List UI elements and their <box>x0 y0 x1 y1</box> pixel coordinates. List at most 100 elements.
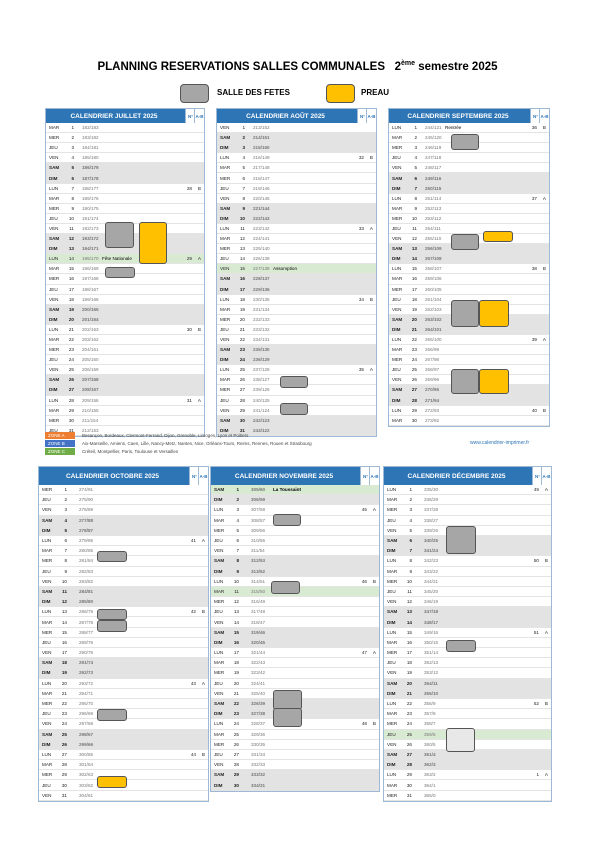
day-name: VEN <box>220 195 230 201</box>
day-num: 8 <box>242 195 245 201</box>
semester-sup: ème <box>401 60 416 67</box>
day-row: SAM 1 305/60 La Toussaint <box>211 485 379 496</box>
day-name: DIM <box>220 145 229 151</box>
week-ab: A <box>201 538 205 544</box>
week-ab: A <box>544 629 548 635</box>
day-num: 24 <box>68 357 74 363</box>
reservation <box>451 369 479 394</box>
reservation <box>451 300 479 327</box>
day-code: 315/50 <box>251 588 266 594</box>
day-code: 333/32 <box>251 772 266 778</box>
week-ab: A <box>372 507 376 513</box>
day-num: 5 <box>236 527 239 533</box>
day-name: SAM <box>220 135 231 141</box>
month-panel: CALENDRIER OCTOBRE 2025 N° A-B MER 1 274/91 JE… <box>38 466 209 802</box>
day-num: 24 <box>411 357 417 363</box>
day-code: 268/97 <box>425 367 440 373</box>
week-ab: B <box>197 185 201 191</box>
day-row: VEN 31 304/61 <box>39 791 208 801</box>
day-code: 292/73 <box>79 670 94 676</box>
day-code: 294/71 <box>79 690 94 696</box>
day-code: 357/8 <box>424 711 436 717</box>
day-num: 28 <box>406 762 412 768</box>
day-name: SAM <box>49 165 60 171</box>
day-row: MAR 30 364/1 <box>384 780 551 791</box>
day-row: JEU 27 331/34 <box>211 750 379 761</box>
day-name: MER <box>49 347 60 353</box>
reservation <box>446 728 475 752</box>
week-num: 29 <box>186 256 192 262</box>
day-num: 1 <box>242 125 245 131</box>
day-code: 286/79 <box>79 609 94 615</box>
day-num: 5 <box>71 165 74 171</box>
day-num: 22 <box>406 701 412 707</box>
day-num: 20 <box>239 316 245 322</box>
day-num: 25 <box>68 367 74 373</box>
day-num: 26 <box>411 377 417 383</box>
day-num: 22 <box>239 337 245 343</box>
day-name: VEN <box>214 548 224 554</box>
day-row: JEU 4 338/27 <box>384 516 551 526</box>
day-num: 3 <box>242 145 245 151</box>
day-row: JEU 11 254/111 <box>389 224 549 235</box>
day-code: 253/112 <box>425 215 442 221</box>
day-code: 320/45 <box>251 639 266 645</box>
day-num: 11 <box>69 225 74 231</box>
day-name: MER <box>387 507 398 513</box>
day-row: SAM 16 228/137 <box>217 274 376 285</box>
day-num: 7 <box>236 548 239 554</box>
day-code: 293/72 <box>79 680 94 686</box>
day-num: 28 <box>411 397 417 403</box>
month-header: CALENDRIER NOVEMBRE 2025 N° A-B <box>211 467 379 485</box>
day-name: LUN <box>220 296 230 302</box>
day-num: 26 <box>68 377 74 383</box>
day-code: 290/75 <box>79 650 94 656</box>
day-row: MAR 28 301/64 <box>39 760 208 771</box>
day-code: 316/49 <box>251 599 266 605</box>
day-row: LUN 22 265/100 39 A <box>389 335 549 346</box>
day-num: 18 <box>239 296 245 302</box>
week-ab: A <box>544 772 548 778</box>
col-header: A-B <box>539 109 549 123</box>
day-row: DIM 14 257/108 <box>389 254 549 265</box>
day-row: DIM 28 362/3 <box>384 760 551 771</box>
day-row: JEU 13 317/48 <box>211 607 379 618</box>
day-num: 25 <box>239 367 245 373</box>
day-code: 248/117 <box>425 165 442 171</box>
day-name: MER <box>214 741 225 747</box>
day-num: 5 <box>64 527 67 533</box>
reservation <box>273 708 302 727</box>
day-row: JEU 31 212/153 <box>46 426 204 436</box>
day-code: 215/150 <box>253 145 270 151</box>
day-num: 24 <box>239 357 245 363</box>
day-code: 186/179 <box>82 165 99 171</box>
day-code: 323/42 <box>251 670 266 676</box>
day-code: 295/70 <box>79 701 94 707</box>
day-code: 288/77 <box>79 629 94 635</box>
day-code: 276/89 <box>79 507 94 513</box>
day-num: 19 <box>68 306 74 312</box>
day-name: JEU <box>392 367 401 373</box>
day-num: 28 <box>68 397 74 403</box>
day-name: VEN <box>49 367 59 373</box>
day-row: DIM 12 285/80 <box>39 597 208 608</box>
day-num: 2 <box>236 497 239 503</box>
day-name: VEN <box>214 619 224 625</box>
day-name: VEN <box>214 690 224 696</box>
day-name: MAR <box>42 762 53 768</box>
col-header: N° <box>530 109 540 123</box>
day-name: JEU <box>387 660 396 666</box>
day-num: 9 <box>409 568 412 574</box>
day-code: 338/27 <box>424 517 439 523</box>
day-code: 289/76 <box>79 639 94 645</box>
day-name: MAR <box>42 619 53 625</box>
day-row: SAM 15 319/46 <box>211 627 379 638</box>
week-num: 44 <box>190 751 196 757</box>
day-row: LUN 22 356/9 52 B <box>384 699 551 710</box>
day-num: 5 <box>414 165 417 171</box>
day-code: 202/163 <box>82 326 99 332</box>
day-name: MER <box>214 670 225 676</box>
day-name: JEU <box>387 588 396 594</box>
day-code: 257/108 <box>425 256 442 262</box>
day-num: 8 <box>64 558 67 564</box>
